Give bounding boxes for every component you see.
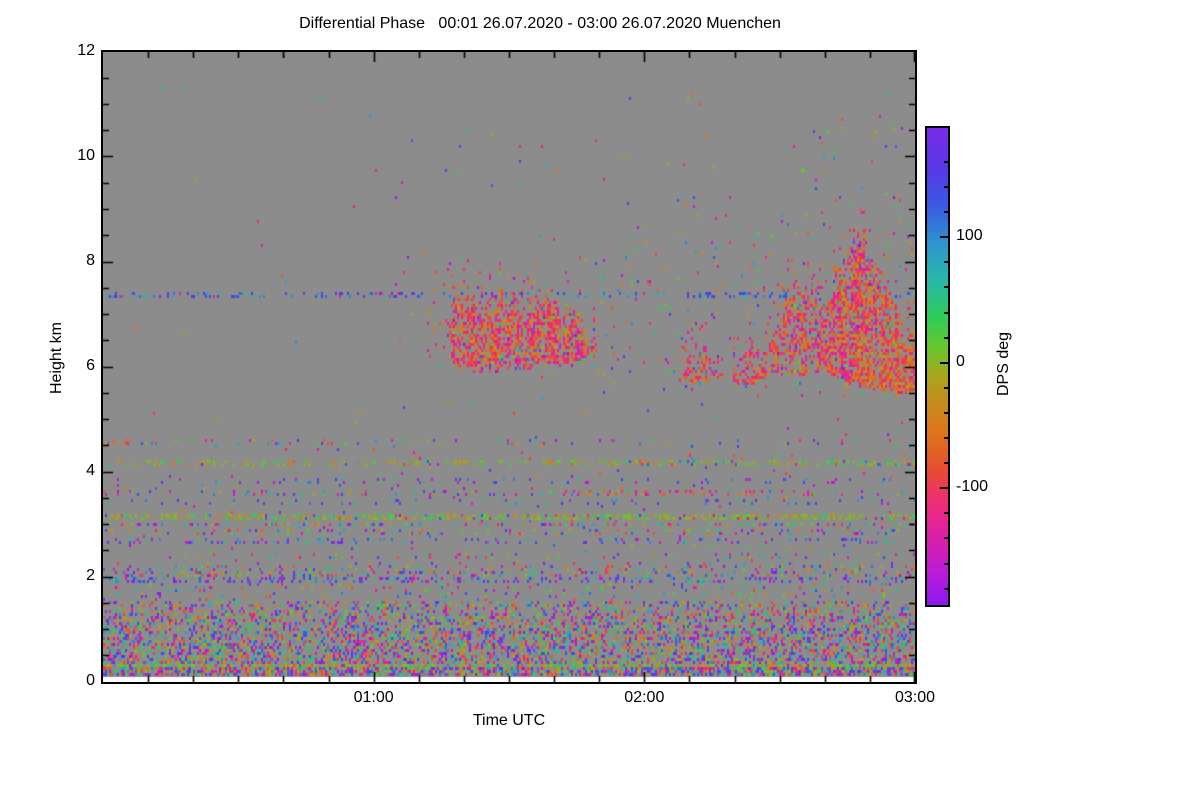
colorbar-tick	[944, 336, 948, 339]
colorbar-tick	[944, 261, 948, 264]
x-axis-label: Time UTC	[472, 712, 546, 729]
heatmap-plot-area	[103, 52, 915, 682]
colorbar-tick	[944, 160, 948, 163]
y-tick-label: 2	[86, 567, 95, 584]
colorbar-tick	[944, 185, 948, 188]
colorbar-tick	[944, 462, 948, 465]
plot-box	[101, 50, 917, 684]
colorbar-tick	[944, 286, 948, 289]
x-tick-label: 01:00	[353, 689, 394, 706]
colorbar-tick	[944, 311, 948, 314]
colorbar-tick	[944, 537, 948, 540]
colorbar-tick	[944, 386, 948, 389]
colorbar-tick-label: -100	[956, 478, 989, 496]
y-tick-label: 10	[77, 147, 95, 164]
y-tick-label: 12	[77, 42, 95, 59]
colorbar-tick	[944, 211, 948, 214]
colorbar-label: DPS deg	[995, 331, 1012, 397]
colorbar-tick	[940, 361, 948, 364]
y-tick-label: 8	[86, 252, 95, 269]
colorbar-tick	[944, 587, 948, 590]
x-tick-label: 02:00	[624, 689, 665, 706]
x-tick-label: 03:00	[894, 689, 936, 706]
colorbar-tick-label: 0	[956, 352, 965, 370]
colorbar-tick	[944, 411, 948, 414]
colorbar-tick-label: 100	[956, 227, 983, 245]
y-tick-label: 0	[86, 672, 95, 689]
colorbar-tick	[944, 437, 948, 440]
y-tick-label: 6	[86, 357, 95, 374]
colorbar-tick	[944, 512, 948, 515]
colorbar-tick	[940, 487, 948, 490]
colorbar-tick	[940, 236, 948, 239]
y-tick-label: 4	[86, 462, 95, 479]
colorbar-tick	[944, 562, 948, 565]
colorbar	[925, 126, 950, 607]
plot-title: Differential Phase 00:01 26.07.2020 - 03…	[299, 15, 781, 32]
